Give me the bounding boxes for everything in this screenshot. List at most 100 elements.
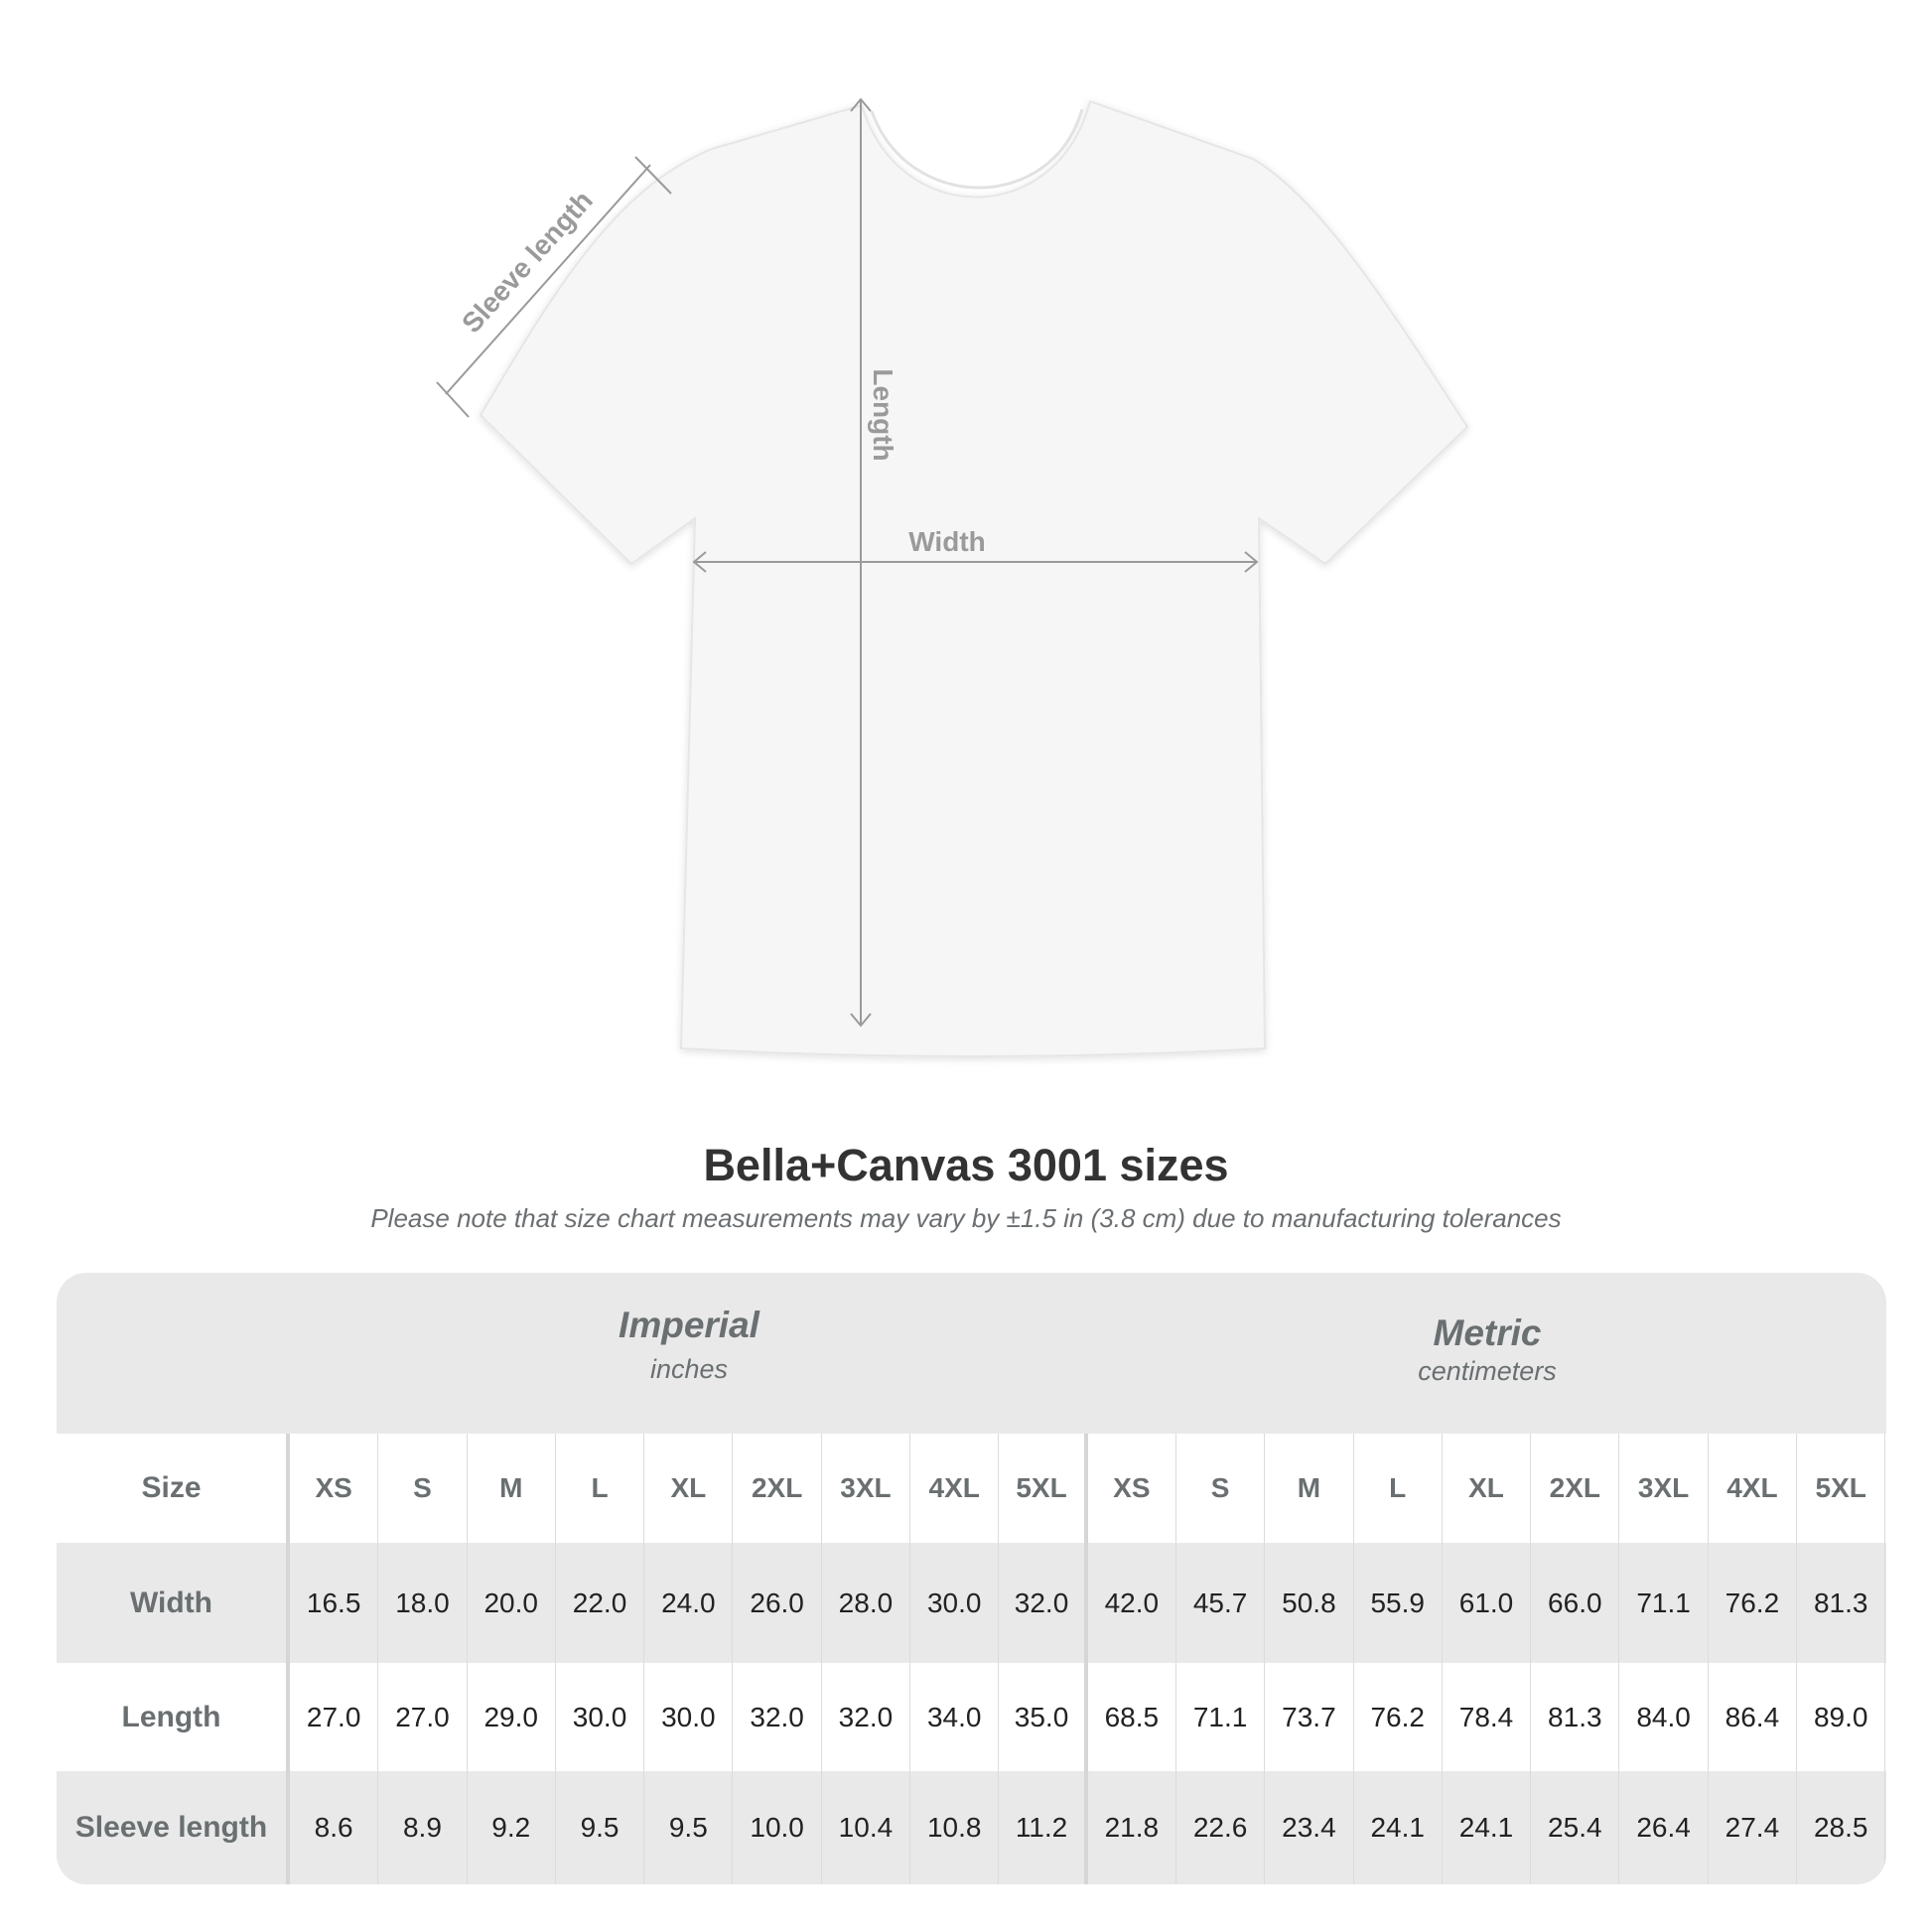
- length-label: Length: [868, 368, 898, 461]
- imperial-value-cell: 30.0: [644, 1663, 734, 1771]
- metric-size-4xl: 4XL: [1709, 1434, 1798, 1543]
- imperial-value-cell: 18.0: [378, 1543, 468, 1663]
- length-arrow-bottom: [850, 1013, 872, 1028]
- table-row-width: Width 16.5 18.0 20.0 22.0 24.0 26.0 28.0 30.0 32.…: [57, 1543, 1886, 1663]
- imperial-value-cell: 26.0: [733, 1543, 822, 1663]
- imperial-size-3xl: 3XL: [822, 1434, 911, 1543]
- imperial-size-4xl: 4XL: [910, 1434, 1000, 1543]
- width-arrow-left: [692, 551, 707, 573]
- metric-size-s: S: [1176, 1434, 1266, 1543]
- imperial-size-5xl: 5XL: [999, 1434, 1088, 1543]
- imperial-value-cell: 28.0: [822, 1543, 911, 1663]
- tolerance-note: Please note that size chart measurements…: [370, 1203, 1562, 1233]
- imperial-value-cell: 35.0: [999, 1663, 1088, 1771]
- metric-value-cell: 27.4: [1709, 1771, 1798, 1884]
- imperial-size-s: S: [378, 1434, 468, 1543]
- imperial-header: Imperial inches: [290, 1273, 1088, 1434]
- metric-value-cell: 61.0: [1443, 1543, 1532, 1663]
- metric-value-cell: 45.7: [1176, 1543, 1266, 1663]
- table-row-length: Length 27.0 27.0 29.0 30.0 30.0 32.0 32.0 34.0 35…: [57, 1663, 1886, 1771]
- size-header-row: Size XS S M L XL 2XL 3XL 4XL 5XL XS S M L XL 2XL 3XL 4XL 5…: [57, 1434, 1886, 1543]
- imperial-value-cell: 29.0: [468, 1663, 556, 1771]
- imperial-value-cell: 22.0: [556, 1543, 645, 1663]
- imperial-size-xs: XS: [290, 1434, 379, 1543]
- metric-value-cell: 25.4: [1531, 1771, 1620, 1884]
- metric-value-cell: 23.4: [1265, 1771, 1354, 1884]
- metric-value-cell: 55.9: [1354, 1543, 1443, 1663]
- imperial-value-cell: 27.0: [290, 1663, 379, 1771]
- table-row-sleeve-length: Sleeve length 8.6 8.9 9.2 9.5 9.5 10.0 10.4 10.8…: [57, 1771, 1886, 1884]
- metric-value-cell: 68.5: [1088, 1663, 1176, 1771]
- width-arrow-right: [1244, 551, 1259, 573]
- metric-value-cell: 50.8: [1265, 1543, 1354, 1663]
- row-label: Length: [57, 1663, 290, 1771]
- metric-value-cell: 28.5: [1797, 1771, 1886, 1884]
- metric-size-3xl: 3XL: [1619, 1434, 1709, 1543]
- imperial-value-cell: 32.0: [822, 1663, 911, 1771]
- tshirt-diagram: Length Width Sleeve length: [436, 97, 1469, 1057]
- imperial-value-cell: 10.0: [733, 1771, 822, 1884]
- metric-value-cell: 76.2: [1354, 1663, 1443, 1771]
- metric-value-cell: 86.4: [1709, 1663, 1798, 1771]
- width-label: Width: [908, 526, 986, 557]
- metric-size-l: L: [1354, 1434, 1443, 1543]
- metric-size-xs: XS: [1088, 1434, 1176, 1543]
- page-title: Bella+Canvas 3001 sizes: [703, 1140, 1229, 1190]
- imperial-value-cell: 20.0: [468, 1543, 556, 1663]
- metric-value-cell: 76.2: [1709, 1543, 1798, 1663]
- metric-unit: centimeters: [1418, 1356, 1557, 1386]
- metric-value-cell: 24.1: [1443, 1771, 1532, 1884]
- imperial-value-cell: 34.0: [910, 1663, 1000, 1771]
- imperial-value-cell: 10.8: [910, 1771, 1000, 1884]
- imperial-value-cell: 9.5: [644, 1771, 734, 1884]
- size-table: Imperial inches Metric centimeters Size X…: [57, 1273, 1886, 1884]
- metric-value-cell: 71.1: [1176, 1663, 1266, 1771]
- metric-value-cell: 24.1: [1354, 1771, 1443, 1884]
- imperial-size-l: L: [556, 1434, 645, 1543]
- imperial-value-cell: 24.0: [644, 1543, 734, 1663]
- sleeve-line: [445, 164, 651, 395]
- metric-value-cell: 26.4: [1619, 1771, 1709, 1884]
- row-label: Width: [57, 1543, 290, 1663]
- row-label: Sleeve length: [57, 1771, 290, 1884]
- imperial-value-cell: 32.0: [999, 1543, 1088, 1663]
- imperial-value-cell: 8.6: [290, 1771, 379, 1884]
- imperial-value-cell: 30.0: [556, 1663, 645, 1771]
- imperial-value-cell: 16.5: [290, 1543, 379, 1663]
- collar: [870, 108, 1084, 190]
- imperial-value-cell: 8.9: [378, 1771, 468, 1884]
- tshirt-shape: [479, 99, 1469, 1057]
- imperial-value-cell: 11.2: [999, 1771, 1088, 1884]
- imperial-size-xl: XL: [644, 1434, 734, 1543]
- imperial-title: Imperial: [619, 1305, 759, 1345]
- sleeve-tick-start: [436, 381, 470, 418]
- metric-value-cell: 22.6: [1176, 1771, 1266, 1884]
- metric-value-cell: 71.1: [1619, 1543, 1709, 1663]
- imperial-size-2xl: 2XL: [733, 1434, 822, 1543]
- metric-size-5xl: 5XL: [1797, 1434, 1886, 1543]
- metric-value-cell: 78.4: [1443, 1663, 1532, 1771]
- metric-value-cell: 42.0: [1088, 1543, 1176, 1663]
- imperial-value-cell: 10.4: [822, 1771, 911, 1884]
- metric-value-cell: 81.3: [1797, 1543, 1886, 1663]
- metric-size-xl: XL: [1443, 1434, 1532, 1543]
- metric-value-cell: 66.0: [1531, 1543, 1620, 1663]
- imperial-value-cell: 9.2: [468, 1771, 556, 1884]
- imperial-value-cell: 9.5: [556, 1771, 645, 1884]
- metric-value-cell: 81.3: [1531, 1663, 1620, 1771]
- sleeve-tick-end: [634, 156, 672, 195]
- imperial-size-m: M: [468, 1434, 556, 1543]
- metric-value-cell: 89.0: [1797, 1663, 1886, 1771]
- metric-title: Metric: [1433, 1312, 1542, 1353]
- imperial-unit: inches: [649, 1354, 729, 1384]
- metric-value-cell: 84.0: [1619, 1663, 1709, 1771]
- imperial-value-cell: 27.0: [378, 1663, 468, 1771]
- size-label: Size: [57, 1434, 290, 1543]
- metric-size-2xl: 2XL: [1531, 1434, 1620, 1543]
- metric-size-m: M: [1265, 1434, 1354, 1543]
- length-arrow-top: [850, 97, 872, 112]
- imperial-value-cell: 32.0: [733, 1663, 822, 1771]
- imperial-value-cell: 30.0: [910, 1543, 1000, 1663]
- metric-header: Metric centimeters: [1088, 1273, 1886, 1434]
- metric-value-cell: 73.7: [1265, 1663, 1354, 1771]
